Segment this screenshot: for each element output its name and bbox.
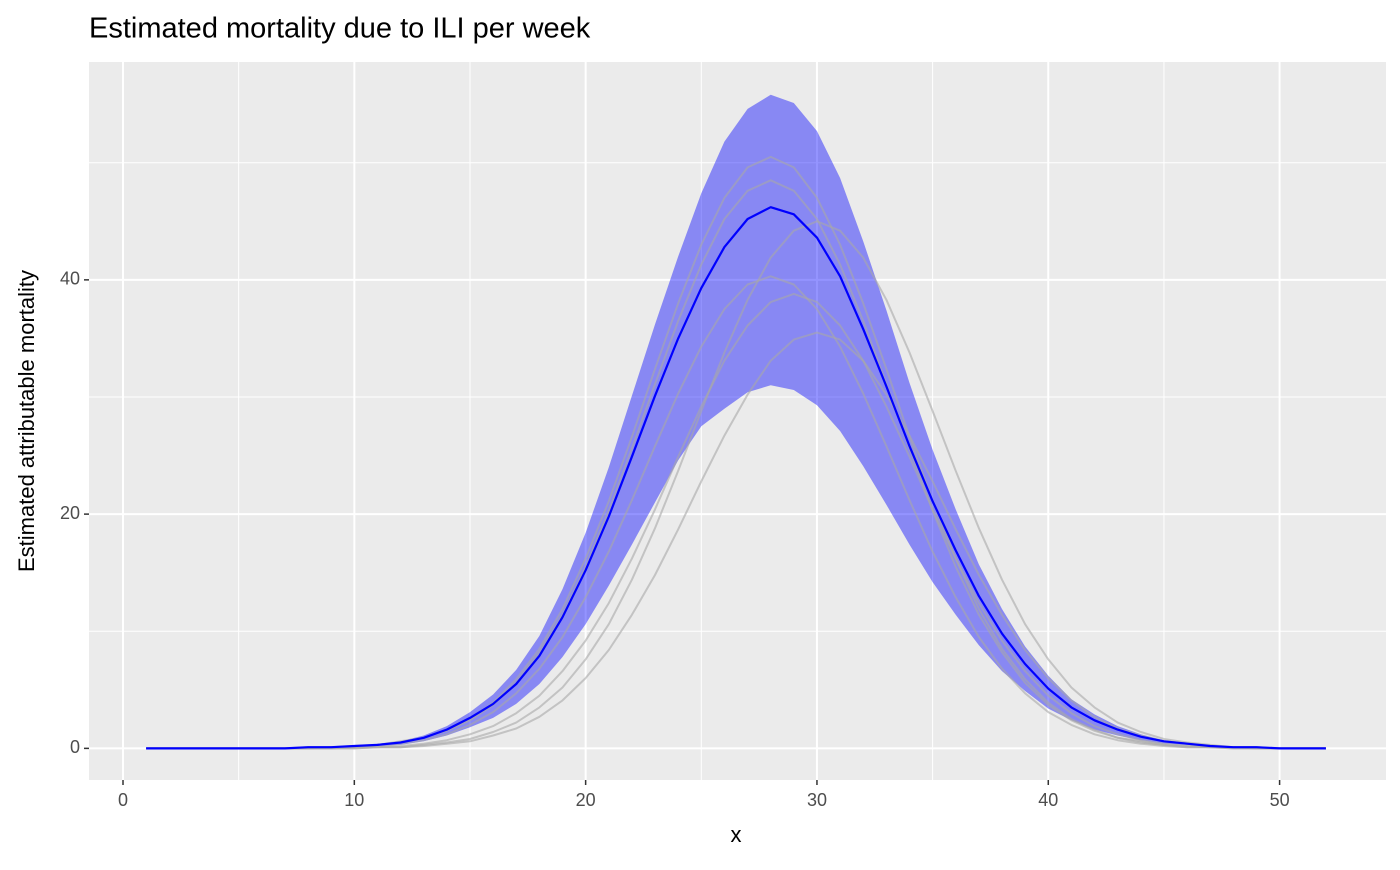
x-tick-label: 40 [1038,790,1058,810]
y-axis-title: Estimated attributable mortality [14,270,39,572]
x-tick-label: 50 [1270,790,1290,810]
chart-title: Estimated mortality due to ILI per week [89,13,591,45]
x-tick-label: 20 [576,790,596,810]
y-tick-label: 20 [60,503,80,523]
x-tick-label: 10 [344,790,364,810]
y-tick-label: 40 [60,269,80,289]
x-tick-label: 30 [807,790,827,810]
x-tick-label: 0 [118,790,128,810]
series-line [146,206,1326,750]
ribbon [146,94,1326,749]
y-tick-label: 0 [70,737,80,757]
x-axis-title: x [731,822,742,847]
